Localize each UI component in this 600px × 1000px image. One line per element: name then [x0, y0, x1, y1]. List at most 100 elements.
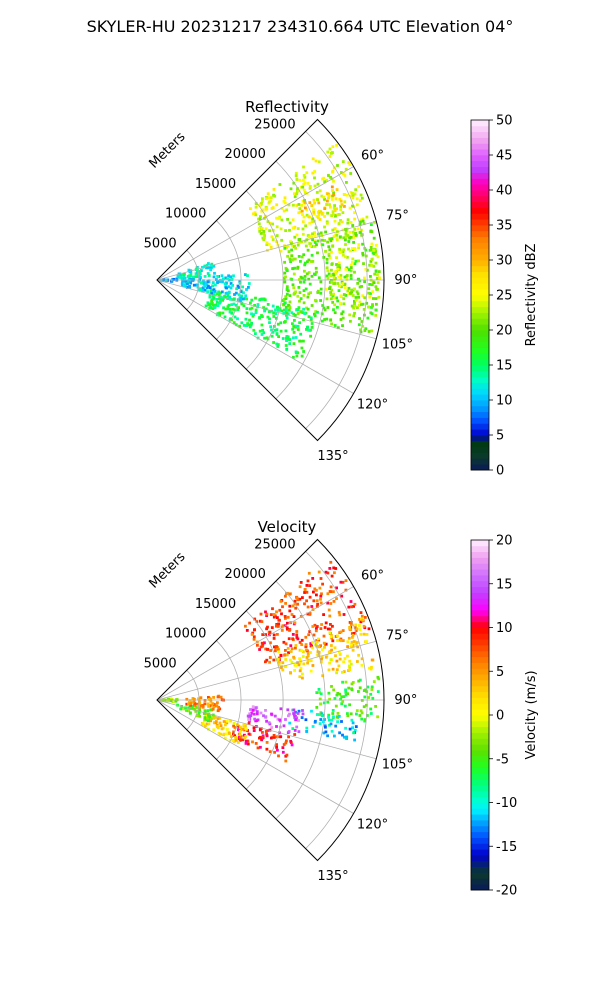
- echo-pixel: [159, 699, 163, 702]
- echo-pixel: [277, 663, 281, 667]
- echo-pixel: [305, 656, 309, 659]
- echo-pixel: [361, 618, 365, 622]
- colorbar-segment: [471, 779, 489, 786]
- echo-pixel: [320, 592, 323, 596]
- echo-pixel: [312, 219, 316, 223]
- echo-pixel: [327, 718, 331, 722]
- colorbar-segment: [471, 324, 489, 331]
- echo-pixel: [236, 741, 240, 744]
- colorbar-segment: [471, 254, 489, 261]
- echo-pixel: [335, 207, 338, 211]
- reflectivity-panel: Reflectivity500010000150002000025000Mete…: [144, 98, 539, 479]
- azimuth-line: [156, 699, 354, 814]
- echo-pixel: [364, 327, 368, 331]
- echo-pixel: [283, 196, 287, 200]
- echo-pixel: [309, 244, 312, 248]
- colorbar-segment: [471, 359, 489, 366]
- echo-pixel: [297, 719, 300, 722]
- echo-pixel: [282, 640, 286, 644]
- echo-pixel: [347, 268, 351, 271]
- echo-pixel: [293, 621, 297, 625]
- echo-pixel: [350, 304, 354, 308]
- echo-pixel: [301, 676, 304, 680]
- echo-pixel: [212, 705, 216, 708]
- echo-pixel: [285, 653, 289, 657]
- echo-pixel: [358, 628, 362, 631]
- echo-pixel: [365, 633, 369, 636]
- echo-pixel: [281, 605, 284, 609]
- radius-axis-label: Meters: [147, 129, 189, 171]
- echo-pixel: [372, 297, 375, 300]
- echo-pixel: [292, 331, 296, 334]
- echo-pixel: [259, 711, 263, 715]
- echo-pixel: [336, 164, 339, 167]
- echo-pixel: [255, 712, 259, 716]
- echo-pixel: [333, 209, 337, 212]
- echo-pixel: [333, 303, 336, 307]
- echo-pixel: [360, 320, 364, 323]
- echo-pixel: [285, 269, 289, 272]
- echo-pixel: [294, 646, 297, 650]
- echo-pixel: [212, 296, 216, 300]
- echo-pixel: [367, 330, 371, 333]
- colorbar-tick-label: 5: [496, 429, 504, 444]
- colorbar-segment: [471, 814, 489, 821]
- echo-pixel: [350, 687, 353, 691]
- echo-pixel: [336, 326, 340, 330]
- echo-pixel: [188, 270, 192, 273]
- colorbar-segment: [471, 464, 489, 471]
- echo-pixel: [285, 335, 289, 338]
- echo-pixel: [328, 697, 331, 701]
- echo-pixel: [302, 188, 306, 192]
- echo-pixel: [271, 222, 274, 226]
- echo-pixel: [285, 348, 289, 351]
- panel-title: Velocity: [258, 518, 317, 536]
- echo-pixel: [301, 712, 305, 716]
- echo-pixel: [369, 275, 372, 278]
- echo-pixel: [369, 712, 373, 715]
- echo-pixel: [209, 266, 213, 270]
- echo-pixel: [257, 217, 260, 221]
- echo-pixel: [230, 735, 233, 738]
- echo-pixel: [189, 279, 192, 283]
- echo-pixel: [355, 290, 359, 294]
- echo-pixel: [339, 639, 343, 643]
- echo-pixel: [348, 659, 352, 663]
- echo-pixel: [335, 238, 339, 242]
- echo-pixel: [242, 297, 245, 301]
- echo-pixel: [359, 709, 363, 713]
- echo-pixel: [315, 191, 319, 194]
- echo-pixel: [254, 202, 258, 205]
- echo-pixel: [344, 235, 348, 239]
- colorbar-segment: [471, 143, 489, 150]
- echo-pixel: [361, 253, 365, 257]
- echo-pixel: [343, 286, 347, 289]
- echo-pixel: [188, 701, 191, 704]
- echo-pixel: [358, 317, 361, 320]
- echo-pixel: [302, 253, 306, 257]
- echo-pixel: [221, 298, 224, 302]
- echo-pixel: [306, 652, 310, 655]
- azimuth-tick-label: 60°: [361, 569, 384, 584]
- echo-pixel: [335, 668, 339, 672]
- echo-pixel: [275, 624, 278, 628]
- echo-pixel: [341, 211, 345, 214]
- echo-pixel: [268, 317, 271, 321]
- echo-pixel: [343, 205, 346, 208]
- colorbar-segment: [471, 767, 489, 774]
- echo-pixel: [218, 301, 222, 305]
- echo-pixel: [329, 585, 333, 589]
- echo-pixel: [346, 712, 349, 715]
- echo-pixel: [368, 283, 372, 286]
- echo-pixel: [194, 710, 198, 713]
- colorbar-tick-label: 45: [496, 149, 513, 164]
- echo-pixel: [326, 592, 330, 596]
- echo-pixel: [316, 198, 319, 202]
- echo-pixel: [193, 704, 196, 707]
- echo-pixel: [321, 674, 325, 678]
- echo-pixel: [296, 294, 300, 298]
- echo-pixel: [330, 288, 334, 292]
- echo-pixel: [298, 339, 301, 343]
- echo-pixel: [294, 664, 298, 667]
- echo-pixel: [272, 613, 276, 616]
